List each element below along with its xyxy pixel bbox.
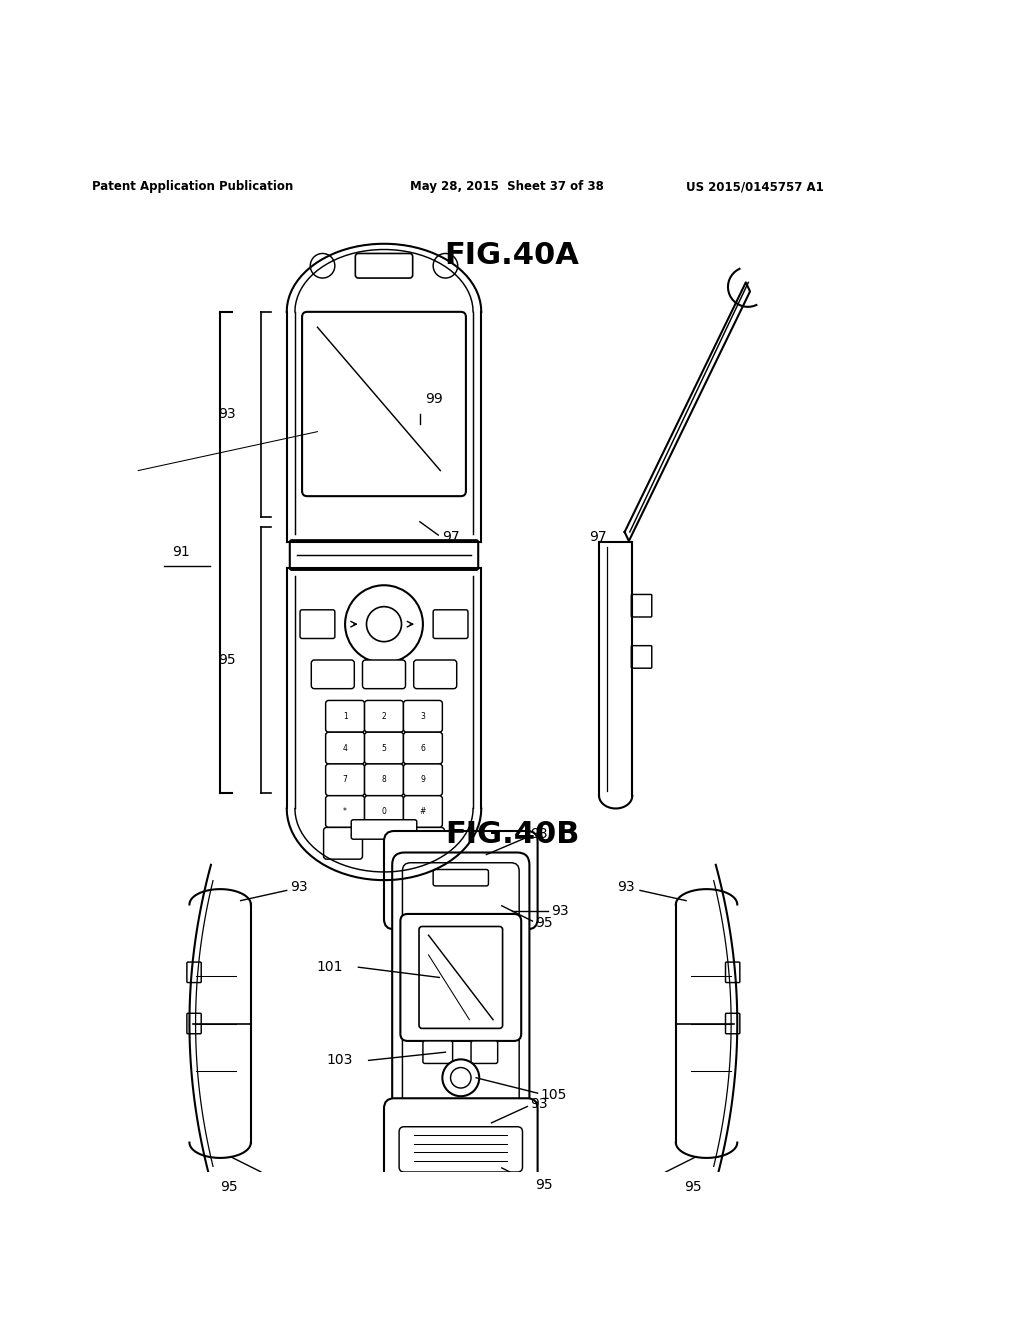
FancyBboxPatch shape bbox=[631, 645, 651, 668]
FancyBboxPatch shape bbox=[326, 796, 365, 828]
FancyBboxPatch shape bbox=[384, 1098, 538, 1196]
Circle shape bbox=[442, 1060, 479, 1096]
FancyBboxPatch shape bbox=[186, 962, 201, 982]
FancyBboxPatch shape bbox=[302, 312, 466, 496]
FancyBboxPatch shape bbox=[326, 701, 365, 733]
FancyBboxPatch shape bbox=[365, 733, 403, 764]
FancyBboxPatch shape bbox=[423, 1041, 453, 1064]
Text: 93: 93 bbox=[551, 904, 568, 917]
Text: 91: 91 bbox=[172, 545, 189, 560]
Text: 95: 95 bbox=[220, 1180, 238, 1195]
Text: 95: 95 bbox=[536, 1179, 553, 1192]
FancyBboxPatch shape bbox=[433, 870, 488, 886]
Text: US 2015/0145757 A1: US 2015/0145757 A1 bbox=[686, 181, 824, 194]
Text: 93: 93 bbox=[290, 880, 307, 895]
FancyBboxPatch shape bbox=[311, 660, 354, 689]
Circle shape bbox=[433, 253, 458, 279]
FancyBboxPatch shape bbox=[403, 701, 442, 733]
Text: 7: 7 bbox=[343, 775, 347, 784]
Circle shape bbox=[345, 585, 423, 663]
FancyBboxPatch shape bbox=[419, 927, 503, 1028]
Text: 3: 3 bbox=[421, 711, 425, 721]
Text: 97: 97 bbox=[589, 531, 606, 544]
FancyBboxPatch shape bbox=[355, 253, 413, 279]
FancyBboxPatch shape bbox=[433, 610, 468, 639]
Text: 4: 4 bbox=[343, 743, 347, 752]
Text: 95: 95 bbox=[684, 1180, 701, 1195]
FancyBboxPatch shape bbox=[400, 913, 521, 1041]
Circle shape bbox=[451, 1068, 471, 1088]
FancyBboxPatch shape bbox=[365, 796, 403, 828]
Text: 6: 6 bbox=[421, 743, 425, 752]
Text: 105: 105 bbox=[541, 1088, 567, 1102]
FancyBboxPatch shape bbox=[365, 701, 403, 733]
FancyBboxPatch shape bbox=[392, 853, 529, 1195]
Text: FIG.40A: FIG.40A bbox=[444, 242, 580, 271]
FancyBboxPatch shape bbox=[631, 594, 651, 616]
FancyBboxPatch shape bbox=[326, 764, 365, 796]
FancyBboxPatch shape bbox=[186, 1014, 201, 1034]
FancyBboxPatch shape bbox=[351, 820, 417, 840]
FancyBboxPatch shape bbox=[324, 828, 362, 859]
Text: FIG.40B: FIG.40B bbox=[444, 820, 580, 849]
Text: *: * bbox=[343, 807, 347, 816]
Text: 93: 93 bbox=[530, 828, 548, 841]
Text: 101: 101 bbox=[316, 960, 343, 974]
FancyBboxPatch shape bbox=[365, 764, 403, 796]
FancyBboxPatch shape bbox=[471, 1041, 498, 1064]
FancyBboxPatch shape bbox=[725, 962, 739, 982]
FancyBboxPatch shape bbox=[403, 733, 442, 764]
FancyBboxPatch shape bbox=[402, 863, 519, 1184]
FancyBboxPatch shape bbox=[403, 796, 442, 828]
FancyBboxPatch shape bbox=[326, 733, 365, 764]
Text: 95: 95 bbox=[536, 916, 553, 931]
Text: 5: 5 bbox=[382, 743, 386, 752]
Text: 95: 95 bbox=[218, 653, 236, 667]
FancyBboxPatch shape bbox=[725, 1014, 739, 1034]
Text: #: # bbox=[420, 807, 426, 816]
Text: 9: 9 bbox=[421, 775, 425, 784]
FancyBboxPatch shape bbox=[403, 764, 442, 796]
FancyBboxPatch shape bbox=[384, 832, 538, 929]
Circle shape bbox=[310, 253, 335, 279]
FancyBboxPatch shape bbox=[414, 660, 457, 689]
Text: 99: 99 bbox=[425, 392, 442, 405]
Text: 93: 93 bbox=[218, 408, 236, 421]
Text: 0: 0 bbox=[382, 807, 386, 816]
FancyBboxPatch shape bbox=[399, 859, 522, 904]
Text: 103: 103 bbox=[327, 1053, 353, 1068]
Text: 2: 2 bbox=[382, 711, 386, 721]
Text: 97: 97 bbox=[442, 531, 460, 544]
Text: 93: 93 bbox=[530, 1097, 548, 1111]
FancyBboxPatch shape bbox=[290, 540, 478, 570]
FancyBboxPatch shape bbox=[406, 828, 444, 859]
Text: 8: 8 bbox=[382, 775, 386, 784]
FancyBboxPatch shape bbox=[362, 660, 406, 689]
Text: 93: 93 bbox=[617, 880, 635, 895]
Circle shape bbox=[367, 607, 401, 642]
FancyBboxPatch shape bbox=[449, 870, 473, 890]
FancyBboxPatch shape bbox=[399, 1127, 522, 1172]
Text: May 28, 2015  Sheet 37 of 38: May 28, 2015 Sheet 37 of 38 bbox=[410, 181, 603, 194]
Text: Patent Application Publication: Patent Application Publication bbox=[92, 181, 294, 194]
FancyBboxPatch shape bbox=[300, 610, 335, 639]
Text: 1: 1 bbox=[343, 711, 347, 721]
